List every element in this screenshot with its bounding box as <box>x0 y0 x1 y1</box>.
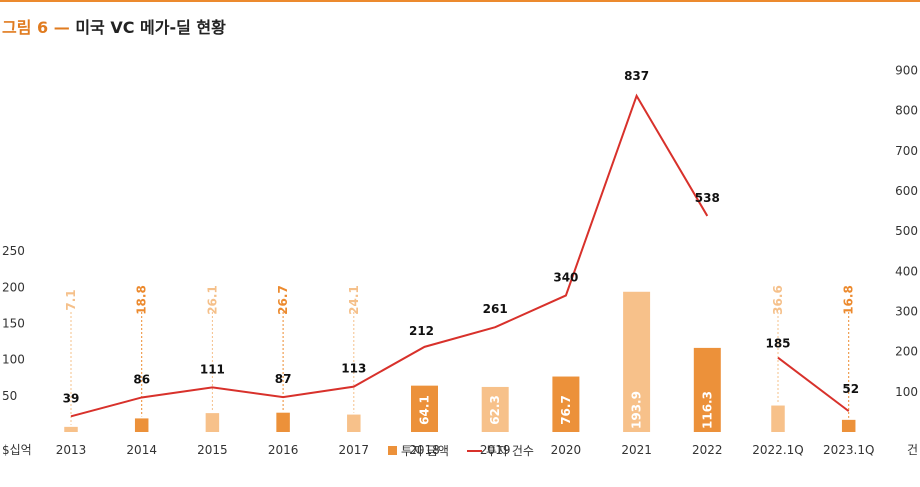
bar <box>276 412 290 432</box>
x-tick-label: 2018 <box>409 443 440 457</box>
x-tick-label: 2023.1Q <box>823 443 874 457</box>
count-value-label: 87 <box>275 372 292 386</box>
x-tick-label: 2022.1Q <box>752 443 803 457</box>
count-value-label: 39 <box>63 391 80 405</box>
legend-bar-swatch <box>388 446 397 455</box>
x-tick-label: 2017 <box>339 443 370 457</box>
bar <box>481 386 509 432</box>
bar-value-label: 24.1 <box>347 285 361 315</box>
title-text: 미국 VC 메가-딜 현황 <box>75 18 226 37</box>
left-tick-label: 200 <box>2 280 25 294</box>
right-tick-label: 900 <box>895 64 918 78</box>
right-tick-label: 400 <box>895 264 918 278</box>
right-tick-label: 200 <box>895 345 918 359</box>
x-tick-label: 2021 <box>621 443 652 457</box>
bar-value-label: 7.1 <box>64 289 78 310</box>
bar-value-label: 18.8 <box>135 285 149 315</box>
left-tick-label: 50 <box>2 389 17 403</box>
bar-value-label: 26.7 <box>276 285 290 315</box>
bar-value-label: 193.9 <box>630 391 644 429</box>
count-value-label: 538 <box>695 191 720 205</box>
left-tick-label: 100 <box>2 353 25 367</box>
left-axis-unit: $십억 <box>2 443 32 457</box>
right-axis-unit: 건 <box>907 443 918 457</box>
left-tick-label: 250 <box>2 244 25 258</box>
count-value-label: 212 <box>409 324 434 338</box>
right-tick-label: 100 <box>895 385 918 399</box>
title-separator: — <box>53 18 70 37</box>
bar-value-label: 76.7 <box>559 395 573 425</box>
count-value-label: 340 <box>553 270 578 284</box>
count-value-label: 185 <box>765 337 790 351</box>
bar <box>205 413 220 432</box>
bar <box>64 426 78 432</box>
right-tick-label: 300 <box>895 305 918 319</box>
figure-number: 그림 6 <box>2 18 49 37</box>
bar-value-label: 16.8 <box>842 285 856 315</box>
count-value-label: 52 <box>842 382 859 396</box>
count-value-label: 86 <box>133 372 150 386</box>
figure-title: 그림 6 — 미국 VC 메가-딜 현황 <box>2 14 226 38</box>
count-line <box>777 356 850 412</box>
count-line <box>70 93 709 418</box>
x-tick-label: 2013 <box>56 443 87 457</box>
legend-bar-label: 투자 금액 <box>401 444 449 458</box>
count-value-label: 261 <box>483 302 508 316</box>
bar <box>841 419 856 432</box>
right-tick-label: 600 <box>895 184 918 198</box>
count-value-label: 111 <box>200 362 225 376</box>
bar-value-label: 36.6 <box>771 285 785 315</box>
legend-line-label: 투자 건수 <box>486 444 534 458</box>
bar-value-label: 62.3 <box>488 395 502 425</box>
x-tick-label: 2022 <box>692 443 723 457</box>
bar <box>693 347 721 432</box>
top-rule <box>0 0 920 2</box>
x-tick-label: 2020 <box>551 443 582 457</box>
x-tick-label: 2015 <box>197 443 228 457</box>
right-tick-label: 500 <box>895 224 918 238</box>
count-value-label: 837 <box>624 69 649 83</box>
bar <box>347 414 361 432</box>
count-value-label: 113 <box>341 362 366 376</box>
right-tick-label: 800 <box>895 104 918 118</box>
bar <box>411 385 438 432</box>
bar-value-label: 64.1 <box>418 395 432 425</box>
bar-value-label: 26.1 <box>205 285 219 315</box>
bar <box>771 405 785 432</box>
x-tick-label: 2014 <box>126 443 157 457</box>
x-tick-label: 2019 <box>480 443 511 457</box>
bar <box>134 418 149 432</box>
bar <box>552 376 580 432</box>
x-tick-label: 2016 <box>268 443 299 457</box>
right-tick-label: 700 <box>895 144 918 158</box>
left-tick-label: 150 <box>2 317 25 331</box>
bar-value-label: 116.3 <box>700 391 714 429</box>
bar <box>623 291 651 432</box>
